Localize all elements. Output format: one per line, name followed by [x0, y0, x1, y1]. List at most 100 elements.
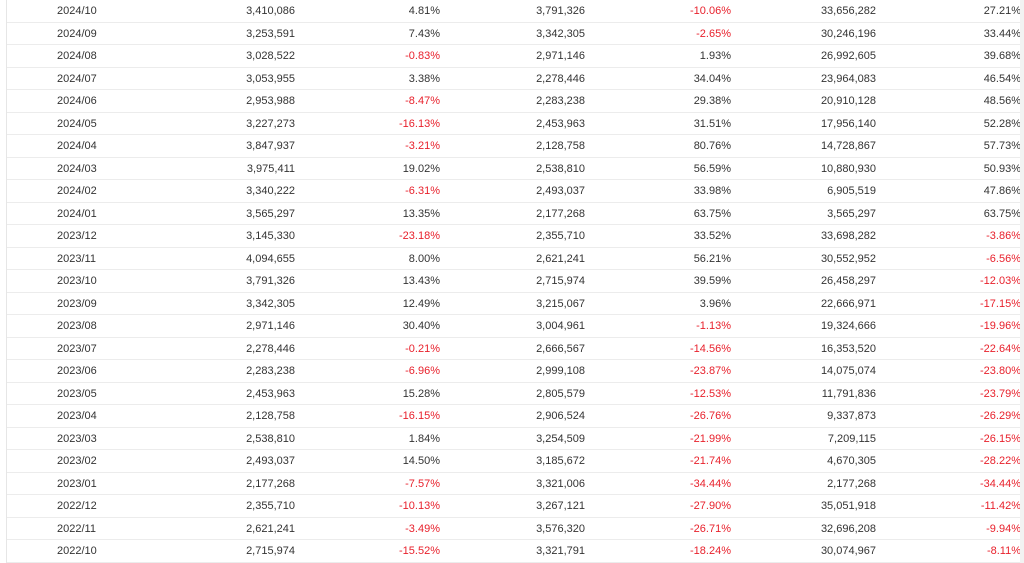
value-cell-1: 3,975,411 — [246, 162, 295, 175]
value-cell-2: 2,906,524 — [536, 410, 585, 422]
value-cell-3: 32,696,208 — [820, 522, 876, 535]
percent-cell-3: -3.86% — [986, 230, 1021, 242]
percent-cell-1: -6.31% — [405, 185, 440, 197]
percent-cell-1: 14.50% — [402, 455, 440, 467]
value-cell-1: 2,493,037 — [246, 455, 295, 467]
value-cell-3: 7,209,115 — [827, 432, 876, 445]
value-cell-3: 30,246,196 — [820, 27, 876, 40]
percent-cell-3: -23.80% — [980, 365, 1021, 377]
value-cell-1: 3,253,591 — [246, 27, 295, 40]
value-cell-3: 9,337,873 — [827, 410, 876, 422]
percent-cell-1: -8.47% — [405, 95, 440, 107]
value-cell-1: 3,410,086 — [246, 5, 295, 17]
value-cell-3: 6,905,519 — [827, 185, 876, 197]
value-cell-3: 10,880,930 — [820, 162, 876, 175]
table-row: 2024/01 3,565,297 13.35% 2,177,268 63.75% 3,5… — [7, 203, 1024, 225]
value-cell-2: 3,185,672 — [536, 455, 585, 467]
percent-cell-3: 46.54% — [983, 72, 1021, 85]
percent-cell-1: 3.38% — [408, 72, 440, 85]
month-cell: 2024/10 — [57, 5, 97, 17]
table-row: 2022/12 2,355,710 -10.13% 3,267,121 -27.90% 3… — [7, 495, 1024, 518]
month-cell: 2023/02 — [57, 455, 97, 467]
month-cell: 2023/11 — [57, 252, 96, 265]
value-cell-3: 4,670,305 — [827, 455, 876, 467]
value-cell-1: 2,971,146 — [246, 320, 295, 332]
percent-cell-3: 27.21% — [983, 5, 1021, 17]
vertical-scrollbar[interactable] — [1020, 0, 1024, 563]
percent-cell-2: 29.38% — [693, 95, 731, 107]
percent-cell-3: 52.28% — [983, 117, 1021, 130]
percent-cell-2: -26.71% — [690, 522, 731, 535]
month-cell: 2023/09 — [57, 297, 97, 310]
month-cell: 2023/05 — [57, 387, 97, 400]
value-cell-2: 3,267,121 — [536, 500, 585, 512]
value-cell-2: 2,177,268 — [536, 207, 585, 220]
percent-cell-3: 33.44% — [983, 27, 1021, 40]
month-cell: 2024/06 — [57, 95, 97, 107]
value-cell-3: 30,552,952 — [820, 252, 876, 265]
percent-cell-1: 30.40% — [402, 320, 440, 332]
table-row: 2023/07 2,278,446 -0.21% 2,666,567 -14.56% 16… — [7, 338, 1024, 360]
month-cell: 2022/12 — [57, 500, 97, 512]
percent-cell-3: -12.03% — [980, 275, 1021, 287]
percent-cell-3: 48.56% — [983, 95, 1021, 107]
value-cell-3: 33,656,282 — [820, 5, 876, 17]
percent-cell-3: -6.56% — [986, 252, 1021, 265]
value-cell-3: 14,075,074 — [820, 365, 876, 377]
value-cell-2: 2,538,810 — [536, 162, 585, 175]
percent-cell-1: 1.84% — [408, 432, 440, 445]
value-cell-2: 2,971,146 — [536, 50, 585, 62]
percent-cell-3: -28.22% — [980, 455, 1021, 467]
table-row: 2024/02 3,340,222 -6.31% 2,493,037 33.98% 6,9… — [7, 180, 1024, 203]
percent-cell-1: -7.57% — [405, 477, 440, 490]
percent-cell-2: -34.44% — [690, 477, 731, 490]
percent-cell-2: 33.52% — [693, 230, 731, 242]
percent-cell-2: 80.76% — [693, 140, 731, 152]
percent-cell-2: 63.75% — [693, 207, 731, 220]
percent-cell-2: -21.99% — [690, 432, 731, 445]
value-cell-1: 3,565,297 — [246, 207, 295, 220]
percent-cell-2: 34.04% — [693, 72, 731, 85]
value-cell-1: 2,278,446 — [246, 342, 295, 355]
value-cell-3: 30,074,967 — [820, 545, 876, 557]
percent-cell-1: -6.96% — [405, 365, 440, 377]
value-cell-2: 2,999,108 — [536, 365, 585, 377]
month-cell: 2023/10 — [57, 275, 97, 287]
percent-cell-1: -3.21% — [405, 140, 440, 152]
value-cell-2: 2,715,974 — [536, 275, 585, 287]
percent-cell-1: 12.49% — [402, 297, 440, 310]
month-cell: 2023/07 — [57, 342, 97, 355]
month-cell: 2024/08 — [57, 50, 97, 62]
table-row: 2023/02 2,493,037 14.50% 3,185,672 -21.74% 4,… — [7, 450, 1024, 473]
month-cell: 2023/04 — [57, 410, 97, 422]
value-cell-2: 2,128,758 — [536, 140, 585, 152]
table-row: 2022/11 2,621,241 -3.49% 3,576,320 -26.71% 32… — [7, 518, 1024, 540]
table-row: 2023/12 3,145,330 -23.18% 2,355,710 33.52% 33… — [7, 225, 1024, 248]
value-cell-2: 2,666,567 — [536, 342, 585, 355]
value-cell-2: 3,791,326 — [536, 5, 585, 17]
month-cell: 2024/07 — [57, 72, 97, 85]
table-row: 2023/09 3,342,305 12.49% 3,215,067 3.96% 22,6… — [7, 293, 1024, 315]
percent-cell-3: 57.73% — [983, 140, 1021, 152]
percent-cell-3: -11.42% — [980, 500, 1021, 512]
percent-cell-3: -22.64% — [980, 342, 1021, 355]
percent-cell-3: -26.29% — [980, 410, 1021, 422]
percent-cell-2: 56.21% — [693, 252, 731, 265]
value-cell-1: 2,715,974 — [246, 545, 295, 557]
value-cell-2: 3,254,509 — [536, 432, 585, 445]
month-cell: 2024/02 — [57, 185, 97, 197]
month-cell: 2024/04 — [57, 140, 97, 152]
value-cell-3: 19,324,666 — [820, 320, 876, 332]
value-cell-1: 3,791,326 — [246, 275, 295, 287]
table-row: 2023/03 2,538,810 1.84% 3,254,509 -21.99% 7,2… — [7, 428, 1024, 450]
value-cell-3: 17,956,140 — [820, 117, 876, 130]
table-row: 2024/04 3,847,937 -3.21% 2,128,758 80.76% 14,… — [7, 135, 1024, 158]
percent-cell-2: 1.93% — [699, 50, 731, 62]
percent-cell-1: -3.49% — [405, 522, 440, 535]
percent-cell-1: 4.81% — [408, 5, 440, 17]
value-cell-1: 2,177,268 — [246, 477, 295, 490]
value-cell-3: 23,964,083 — [820, 72, 876, 85]
value-cell-3: 16,353,520 — [820, 342, 876, 355]
month-cell: 2022/11 — [57, 522, 96, 535]
percent-cell-1: -0.21% — [405, 342, 440, 355]
